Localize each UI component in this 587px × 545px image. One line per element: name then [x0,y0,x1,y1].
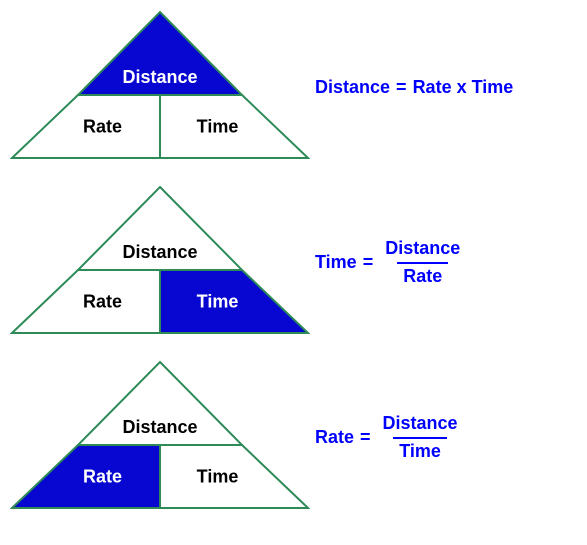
triangle-right-label: Time [197,292,239,312]
drt-row: Distance Rate Time Distance = Rate x Tim… [10,10,577,165]
formula-product: Distance = Rate x Time [310,77,577,98]
equals-sign: = [363,252,374,273]
drt-triangle: Distance Rate Time [10,10,310,160]
triangle-left-label: Rate [83,292,122,312]
equals-sign: = [396,77,407,98]
formula-lhs: Time [315,252,357,273]
drt-triangle: Distance Rate Time [10,360,310,510]
formula-b: Time [472,77,514,97]
triangle-left-label: Rate [83,117,122,137]
triangle-left-label: Rate [83,467,122,487]
fraction-numerator: Distance [377,413,464,437]
formula-lhs: Rate [315,427,354,448]
triangle-top-label: Distance [122,417,197,437]
triangle-container: Distance Rate Time [10,10,310,165]
triangle-right-label: Time [197,117,239,137]
fraction-denominator: Time [393,437,447,463]
formula-fraction: Rate = Distance Time [310,413,577,462]
equals-sign: = [360,427,371,448]
triangle-right-label: Time [197,467,239,487]
triangle-top-label: Distance [122,242,197,262]
triangle-container: Distance Rate Time [10,185,310,340]
formula-fraction: Time = Distance Rate [310,238,577,287]
formula-a: Rate [413,77,452,97]
triangle-container: Distance Rate Time [10,360,310,515]
triangle-top-label: Distance [122,67,197,87]
times-sign: x [457,77,472,97]
drt-row: Distance Rate Time Time = Distance Rate [10,185,577,340]
fraction: Distance Rate [379,238,466,287]
drt-row: Distance Rate Time Rate = Distance Time [10,360,577,515]
fraction: Distance Time [377,413,464,462]
fraction-denominator: Rate [397,262,448,288]
fraction-numerator: Distance [379,238,466,262]
formula-lhs: Distance [315,77,390,98]
drt-triangle: Distance Rate Time [10,185,310,335]
